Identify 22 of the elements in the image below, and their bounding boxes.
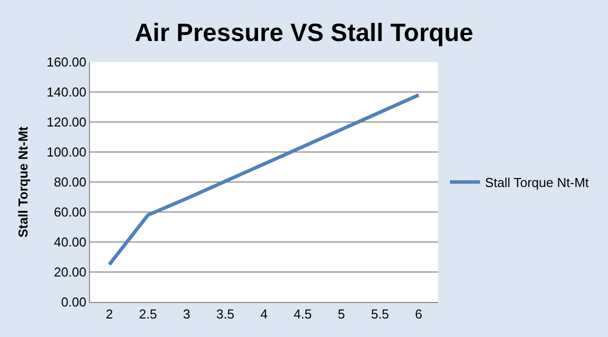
y-tick-label: 60.00 [54, 204, 86, 220]
y-tick-label: 0.00 [61, 294, 86, 310]
y-tick-label: 20.00 [54, 264, 86, 280]
y-tick-label: 140.00 [46, 84, 86, 100]
y-axis-title: Stall Torque Nt-Mt [16, 126, 31, 238]
y-tick-label: 80.00 [54, 174, 86, 190]
x-tick-label: 2.5 [138, 306, 158, 322]
x-tick-label: 4 [260, 306, 268, 322]
x-tick-label: 4.5 [294, 306, 312, 322]
y-tick-label: 40.00 [54, 234, 86, 250]
x-tick-label: 3 [183, 306, 190, 322]
legend-label: Stall Torque Nt-Mt [484, 175, 590, 190]
x-tick-label: 5 [338, 306, 345, 322]
x-tick-label: 6 [415, 306, 422, 322]
y-tick-label: 160.00 [46, 54, 86, 70]
x-tick-label: 2 [106, 306, 113, 322]
chart-title: Air Pressure VS Stall Torque [134, 19, 474, 48]
y-tick-label: 100.00 [46, 144, 86, 160]
line-series [108, 93, 420, 266]
y-tick-label: 120.00 [46, 114, 86, 130]
x-tick-label: 5.5 [370, 306, 390, 322]
x-tick-label: 3.5 [216, 306, 234, 322]
